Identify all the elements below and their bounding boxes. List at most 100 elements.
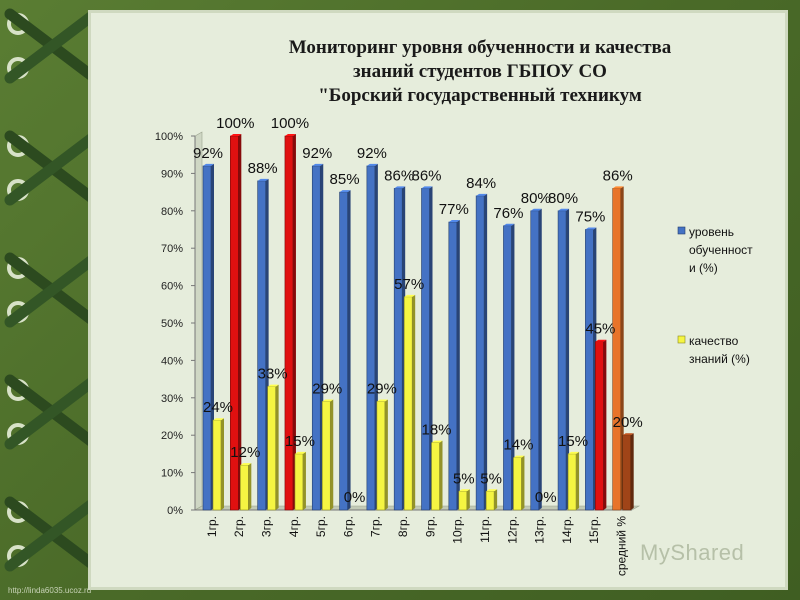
bar-side [511, 223, 515, 510]
bar-top [339, 190, 351, 193]
bar-top [431, 440, 443, 443]
bar-side [456, 220, 460, 510]
bar [366, 163, 378, 511]
data-label: 0% [535, 489, 557, 506]
bar-top [503, 223, 515, 226]
bar [321, 399, 334, 511]
title-line-3: "Борский государственный техникум [318, 85, 642, 106]
data-label: 5% [480, 470, 502, 487]
bar [485, 489, 498, 511]
data-label: 29% [367, 381, 397, 398]
bar-top [312, 163, 324, 166]
bar-top [294, 451, 306, 454]
y-tick-label: 90% [161, 168, 183, 180]
bar [212, 418, 224, 511]
x-tick-label: 1гр. [205, 516, 219, 537]
bar-top [376, 399, 388, 402]
bar-side [620, 186, 624, 511]
bar-top [612, 186, 624, 189]
bar [393, 186, 406, 511]
bar-front [376, 401, 386, 511]
bar [595, 339, 607, 511]
x-tick-label: 14гр. [560, 516, 574, 544]
bar-top [366, 163, 378, 166]
bar-top [394, 186, 406, 189]
y-tick-label: 100% [155, 131, 183, 143]
bar-top [322, 399, 334, 402]
bar-front [284, 135, 294, 511]
legend-label: и (%) [689, 261, 718, 275]
bar [230, 134, 242, 511]
lace-strand [4, 498, 98, 572]
bar-front [622, 434, 631, 511]
title-line-2: знаний студентов ГБПОУ СО [353, 61, 607, 82]
bar-top [568, 451, 580, 454]
bar-front [267, 386, 276, 511]
bar-side [494, 489, 498, 510]
bar [503, 223, 515, 511]
x-tick-label: 4гр. [287, 516, 301, 537]
bar-side [466, 489, 470, 510]
y-tick-label: 70% [161, 243, 183, 255]
lace-strand [4, 376, 98, 450]
bar-side [248, 463, 252, 510]
spiral-loop [4, 130, 98, 206]
data-label: 80% [521, 190, 551, 207]
bar-top [213, 418, 224, 421]
x-tick-label: 15гр. [587, 516, 601, 544]
bar-front [503, 225, 512, 511]
bar-top [486, 489, 498, 492]
bar-front [431, 442, 440, 511]
bar-top [530, 208, 542, 211]
bar-top [267, 384, 279, 387]
chart-title: Мониторинг уровня обученности и качества… [230, 36, 730, 108]
bar-top [513, 455, 525, 458]
data-label: 20% [613, 414, 643, 431]
data-label: 5% [453, 470, 475, 487]
data-label: 24% [203, 399, 233, 416]
bar-top [558, 208, 570, 211]
bar-front [339, 191, 348, 511]
legend-swatch [677, 335, 686, 344]
bar [530, 208, 542, 511]
bar [567, 451, 580, 511]
spiral-binding [4, 8, 98, 572]
data-label: 15% [558, 433, 588, 450]
title-line-1: Мониторинг уровня обученности и качества [288, 37, 672, 58]
legend-label: знаний (%) [689, 352, 750, 366]
series-1: 92%100%88%100%92%85%92%86%86%77%84%76%80… [193, 115, 633, 511]
bar-side [412, 294, 416, 510]
data-label: 86% [603, 167, 633, 184]
y-tick-label: 80% [161, 206, 183, 218]
bar-front [321, 401, 331, 511]
bar-side [221, 418, 224, 510]
bar-front [513, 457, 522, 511]
bar [267, 384, 279, 511]
bar-front [585, 229, 594, 511]
plot-area: 0% 10% 20% 30% 40% 50% 60% 70% 80% 90% 100% 1гр. 2гр… [155, 115, 643, 576]
data-label: 100% [216, 115, 254, 132]
bar-side [566, 208, 570, 511]
bar-top [421, 186, 433, 189]
x-tick-label: 12гр. [505, 516, 519, 544]
bar-front [595, 341, 604, 511]
x-tick-label: 6гр. [341, 516, 355, 537]
bar-front [212, 419, 222, 511]
bar-side [576, 451, 580, 510]
y-tick-label: 10% [161, 468, 183, 480]
x-tick-label: средний % [615, 516, 629, 576]
data-label: 57% [394, 276, 424, 293]
x-tick-label: 10гр. [451, 516, 465, 544]
x-tick-label: 7гр. [369, 516, 383, 537]
site-url-watermark: http://linda6035.ucoz.ru [8, 586, 92, 595]
data-label: 86% [384, 167, 414, 184]
bar [612, 186, 624, 511]
bar-top [404, 294, 416, 297]
bar-front [567, 453, 577, 511]
bar-side [603, 339, 607, 510]
data-label: 77% [439, 201, 469, 218]
bar-front [403, 296, 413, 511]
legend-label: обученност [689, 243, 753, 257]
bar [458, 489, 470, 511]
bar [339, 190, 351, 511]
